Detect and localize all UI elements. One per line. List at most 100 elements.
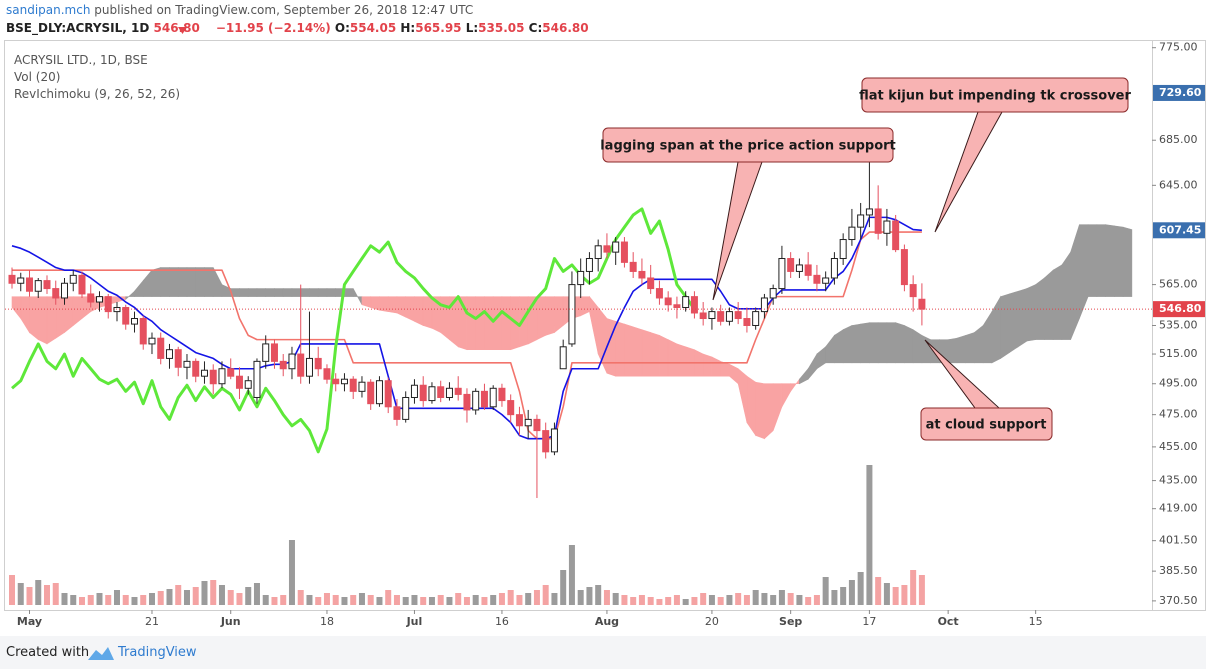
cloud-segment	[169, 267, 179, 297]
candle-body	[655, 288, 663, 299]
volume-bar	[700, 593, 707, 605]
cloud-segment	[842, 325, 853, 364]
candle-body	[52, 288, 60, 299]
volume-bar	[770, 595, 777, 605]
candle-body	[787, 258, 795, 272]
y-tick-label: 455.00	[1159, 440, 1198, 453]
candle-body	[200, 369, 208, 377]
y-tick-label: 401.50	[1159, 534, 1198, 547]
volume-bar	[875, 577, 882, 605]
candle-body	[778, 258, 786, 290]
y-tick-label: 475.00	[1159, 408, 1198, 421]
candle-body	[122, 306, 130, 325]
candle-body	[542, 430, 550, 453]
candle-body	[804, 264, 812, 276]
y-tick-label: 775.00	[1159, 41, 1198, 54]
footer-brand[interactable]: TradingView	[117, 645, 197, 660]
annotation-box	[602, 127, 894, 163]
candle-body	[480, 390, 488, 408]
candle-body	[270, 343, 278, 362]
cloud-segment	[965, 332, 975, 364]
candle-body	[87, 293, 95, 303]
cloud-segment	[702, 353, 713, 377]
volume-bar	[857, 572, 864, 605]
candle-body	[830, 258, 838, 279]
candle-body	[323, 368, 331, 380]
candle-body	[25, 277, 33, 292]
candle-body	[419, 384, 427, 402]
y-tick-label: 385.50	[1159, 564, 1198, 577]
volume-bar	[691, 597, 698, 605]
cloud-segment	[282, 288, 293, 297]
candle-body	[603, 245, 611, 253]
candle-body	[892, 220, 900, 251]
volume-bar	[332, 595, 339, 605]
volume-bar	[245, 587, 252, 605]
candle-body	[795, 264, 803, 272]
x-tick-label: 17	[862, 615, 876, 628]
volume-bar	[735, 593, 742, 605]
cloud-segment	[886, 322, 896, 364]
cloud-segment	[177, 267, 188, 297]
annotation-pointer-edge	[924, 339, 1000, 409]
volume-bar	[603, 590, 610, 605]
volume-bar	[262, 595, 269, 605]
candle-body	[384, 380, 392, 408]
candle-body	[410, 384, 418, 398]
volume-bar	[87, 595, 94, 605]
candle-body	[760, 297, 768, 313]
legend-volume: Vol (20)	[14, 70, 60, 84]
candle-body	[139, 318, 147, 345]
candle-body	[857, 214, 865, 228]
cloud-segment	[1087, 224, 1098, 297]
high-label: H:	[400, 21, 415, 35]
candle-body	[60, 282, 68, 299]
candle-body	[165, 349, 173, 359]
volume-bar	[166, 589, 173, 605]
candle-body	[743, 318, 751, 326]
cloud-segment	[186, 267, 197, 297]
volume-bar	[306, 595, 313, 605]
cloud-segment	[1061, 251, 1071, 340]
close-value: 546.80	[542, 21, 588, 35]
candle-body	[332, 378, 340, 385]
volume-bar	[61, 593, 68, 605]
volume-bar	[52, 583, 59, 605]
x-tick-label: Oct	[938, 615, 959, 628]
annotation-box	[861, 77, 1129, 113]
volume-bar	[752, 590, 759, 605]
candle-body	[629, 261, 637, 272]
high-value: 565.95	[415, 21, 461, 35]
volume-bar	[157, 591, 164, 605]
cloud-segment	[921, 334, 931, 364]
volume-bar	[542, 585, 549, 605]
candle-body	[43, 280, 51, 290]
volume-bar	[323, 593, 330, 605]
volume-bar	[533, 590, 540, 605]
volume-bar	[761, 593, 768, 605]
volume-bar	[271, 597, 278, 605]
volume-bar	[78, 597, 85, 605]
cloud-segment	[37, 296, 48, 345]
volume-bar	[140, 595, 147, 605]
cloud-segment	[1122, 226, 1133, 297]
volume-bar	[822, 577, 829, 605]
candle-body	[279, 360, 287, 370]
volume-bar	[507, 590, 514, 605]
cloud-segment	[501, 296, 511, 350]
x-tick-label: 20	[705, 615, 719, 628]
publisher[interactable]: sandipan.mch	[6, 3, 90, 17]
candle-body	[17, 277, 25, 284]
cloud-segment	[1044, 269, 1054, 340]
cloud-segment	[422, 296, 433, 329]
volume-bar	[35, 580, 42, 605]
candle-body	[8, 274, 16, 284]
candle-body	[638, 270, 646, 279]
volume-bar	[918, 575, 925, 605]
candle-body	[883, 220, 891, 234]
candle-body	[253, 360, 261, 398]
candle-body	[533, 418, 541, 432]
annotation-text: flat kijun but impending tk crossover	[859, 89, 1131, 104]
volume-bar	[586, 587, 593, 605]
